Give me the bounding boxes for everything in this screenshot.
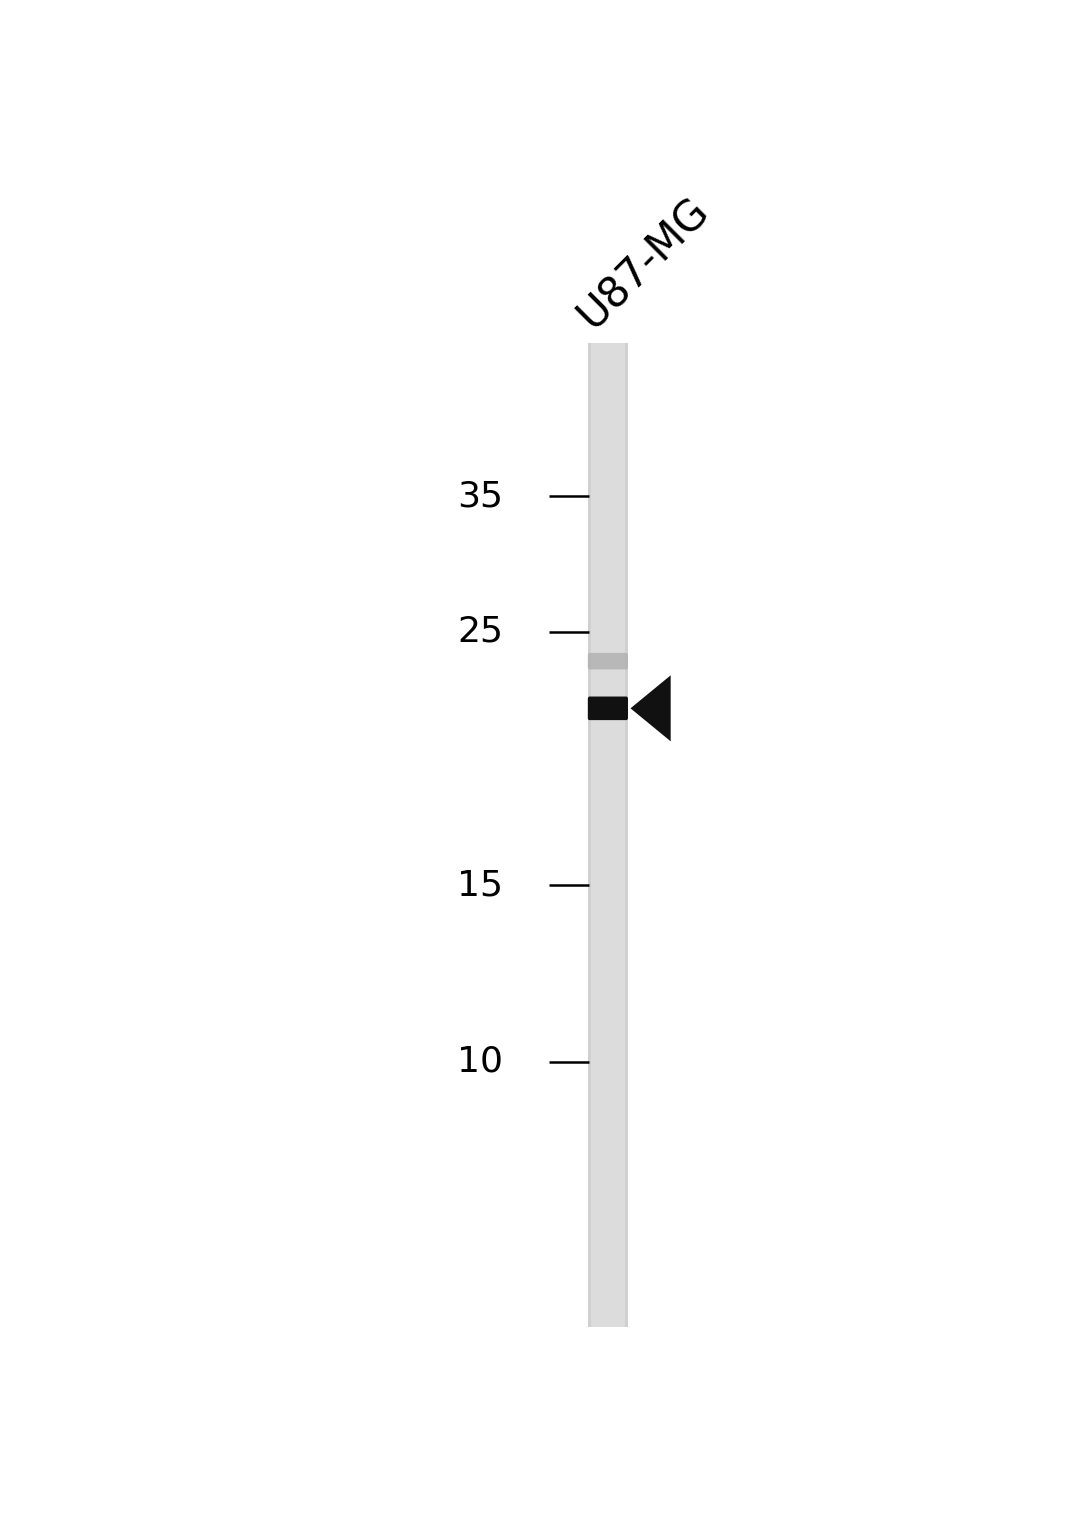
- FancyBboxPatch shape: [588, 697, 627, 720]
- FancyBboxPatch shape: [588, 652, 627, 669]
- Text: 35: 35: [457, 479, 503, 513]
- Text: U87-MG: U87-MG: [570, 190, 717, 337]
- Bar: [588, 343, 627, 1327]
- Text: 15: 15: [457, 868, 503, 902]
- Polygon shape: [631, 675, 671, 741]
- Bar: [588, 343, 591, 1327]
- Text: 10: 10: [457, 1046, 503, 1079]
- Bar: [624, 343, 627, 1327]
- Text: 25: 25: [457, 614, 503, 649]
